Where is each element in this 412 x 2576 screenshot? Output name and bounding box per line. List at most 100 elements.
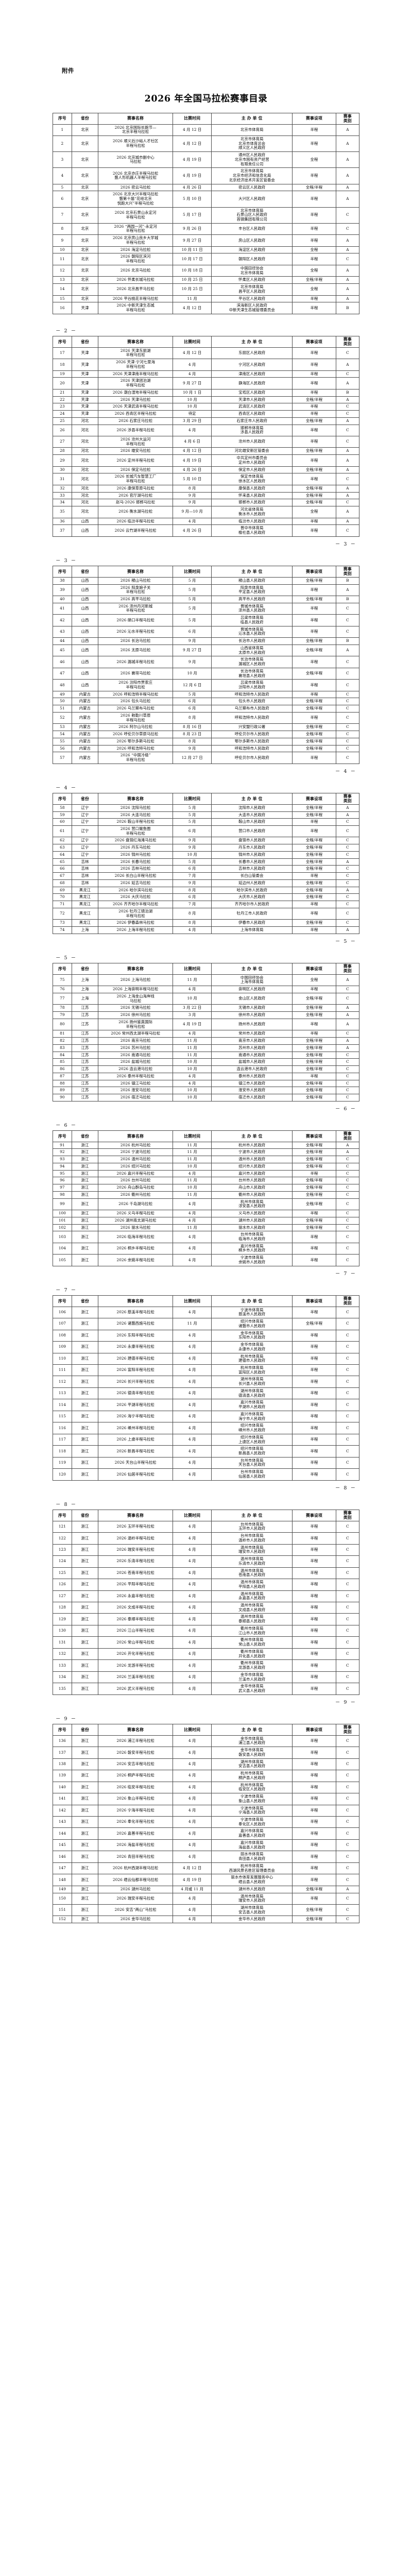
cell-province: 浙江 (71, 1636, 99, 1649)
cell-event-items: 全程/半程 (292, 1011, 336, 1019)
page-spacer (53, 1101, 359, 1107)
cell-category: C (335, 711, 360, 724)
cell-organizer: 崇明区人民政府 (211, 986, 293, 993)
cell-event-items: 半程 (292, 1648, 336, 1660)
cell-organizer: 温州市体育局 泰顺县人民政府 (211, 1613, 293, 1625)
cell-no: 120 (53, 1468, 72, 1481)
cell-event-date: 11 月 (173, 1224, 212, 1232)
cell-no: 16 (53, 302, 72, 314)
table-row: 148 浙江 2026 缙云仙都半程马拉松 4 月 19 日丽水市体育发展服务中心 缙云… (53, 1874, 360, 1886)
cell-event-name: 2026 天津东丽湖 半程马拉松 (98, 347, 174, 360)
cell-event-items: 半程 (292, 1387, 336, 1400)
cell-province: 浙江 (71, 1387, 99, 1400)
cell-organizer: 哈尔滨市人民政府 (211, 886, 293, 894)
cell-province: 河北 (71, 473, 99, 485)
page-6: － 6 －序号 省份 赛事名称 比赛时间主 办 单 位赛事设项 赛事 类别 91 浙江 2026… (0, 1114, 412, 1279)
cell-category: C (335, 690, 360, 699)
cell-event-items: 全程/半程 (292, 804, 336, 812)
cell-organizer: 营口市人民政府 (211, 825, 293, 838)
cell-event-name: 2026 北京马拉松 (98, 264, 174, 277)
cell-organizer: 嘉兴市体育局 桐乡市人民政府 (211, 1242, 293, 1255)
cell-event-date: 4 月 12 日 (173, 447, 212, 455)
cell-province: 天津 (71, 410, 99, 418)
cell-province: 江苏 (71, 1065, 99, 1073)
cell-event-items: 半程 (292, 1210, 336, 1217)
cell-no: 75 (53, 974, 72, 987)
cell-province: 山西 (71, 637, 99, 645)
cell-event-items: 全程/半程 (292, 1058, 336, 1066)
cell-organizer: 稷山县人民政府 (211, 577, 293, 585)
cell-province: 浙江 (71, 1433, 99, 1446)
table-row: 48 山西 2026 汾阳市贾家庄 半程马拉松 12 月 6 日吕梁市体育局 汾阳市人民政… (53, 679, 360, 691)
cell-event-name: 2026 平谷桃花半程马拉松 (98, 295, 174, 303)
column-header-time: 比赛时间 (173, 112, 212, 125)
cell-event-name: 2026 浦江半程马拉松 (98, 1735, 174, 1748)
cell-event-items: 半程 (292, 602, 336, 615)
cell-province: 浙江 (71, 1885, 99, 1893)
cell-no: 62 (53, 837, 72, 845)
cell-no: 57 (53, 752, 72, 764)
cell-no: 12 (53, 264, 72, 277)
cell-organizer: 宝坻区人民政府 (211, 388, 293, 397)
column-header-no: 序号 (53, 112, 72, 125)
cell-organizer: 衢州市体育局 江山市人民政府 (211, 1624, 293, 1637)
cell-category: C (335, 1254, 360, 1266)
cell-organizer: 呼和浩特市人民政府 (211, 690, 293, 699)
cell-category: C (335, 1058, 360, 1066)
cell-no: 70 (53, 893, 72, 902)
cell-province: 浙江 (71, 1916, 99, 1924)
table-row: 37 山西 2026 云竹湖半程马拉松 4 月 26 日晋中市体育局 榆社县人民政府 半程… (53, 524, 360, 537)
cell-category: C (335, 1636, 360, 1649)
cell-event-name: 2026 安吉半程马拉松 (98, 1758, 174, 1771)
table-row: 116 浙江 2026 嵊州半程马拉松 4 月绍兴市体育局 嵊州市人民政府 半程 C (53, 1422, 360, 1434)
cell-organizer: 温州市体育局 平阳县人民政府 (211, 1579, 293, 1591)
cell-no: 52 (53, 711, 72, 724)
table-row: 109 浙江 2026 永康半程马拉松 4 月金华市体育局 永康市人民政府 半程 C (53, 1341, 360, 1353)
cell-province: 浙江 (71, 1892, 99, 1905)
table-row: 41 山西 2026 泽州丹河新城 半程马拉松 5 月晋城市体育局 泽州县人民政府 半程 C (53, 602, 360, 615)
table-row: 72 黑龙江 2026 牡丹江镜泊湖 半程马拉松 8 月牡丹江市人民政府 半程 C (53, 907, 360, 920)
cell-event-date: 4 月 (173, 1456, 212, 1469)
page-spacer (53, 934, 359, 939)
cell-event-date: 9 月 27 日 (173, 377, 212, 389)
cell-event-name: 2026 诸暨西施马拉松 (98, 1318, 174, 1330)
table-row: 133 浙江 2026 龙游半程马拉松 4 月衢州市体育局 龙游县人民政府 半程 C (53, 1659, 360, 1672)
cell-event-date: 11 月 (173, 1148, 212, 1157)
cell-event-date: 8 月 16 日 (173, 723, 212, 732)
cell-event-items: 全程/半程 (292, 1184, 336, 1192)
cell-organizer: 绍兴市人民政府 (211, 1162, 293, 1171)
cell-category: A (335, 167, 360, 184)
cell-event-items: 全程 (292, 506, 336, 518)
table-row: 35 河北 2026 衡水湖马拉松 9 月—10 月河北省体育局 衡水市人民政府 全程 A (53, 506, 360, 518)
table-row: 19 天津 2026 天津津南半程马拉松 4 月津南区人民政府 半程 C (53, 370, 360, 378)
cell-category: C (335, 403, 360, 411)
cell-no: 112 (53, 1376, 72, 1388)
cell-province: 浙江 (71, 1671, 99, 1684)
cell-category: C (335, 907, 360, 920)
cell-category: C (335, 705, 360, 713)
table-row: 61 辽宁 2026 营口鲅鱼圈 半程马拉松 6 月营口市人民政府 半程 C (53, 825, 360, 838)
cell-no: 130 (53, 1624, 72, 1637)
cell-organizer: 温州市体育局 永嘉县人民政府 (211, 1590, 293, 1602)
cell-province: 浙江 (71, 1162, 99, 1171)
column-header-events: 赛事设项 (292, 335, 336, 348)
table-header-row: 序号 省份 赛事名称 比赛时间主 办 单 位赛事设项 赛事 类别 (53, 1723, 360, 1736)
cell-event-date: 10 月 (173, 1058, 212, 1066)
cell-no: 114 (53, 1399, 72, 1411)
cell-category: C (335, 1093, 360, 1101)
cell-organizer: 吕梁市体育局 临县人民政府 (211, 614, 293, 626)
cell-event-items: 半程 (292, 359, 336, 371)
cell-event-name: 2026 天津·宁河七里海 半程马拉松 (98, 359, 174, 371)
table-row: 31 河北 2026 长城汽车智慧工厂 半程马拉松 5 月 10 日保定市体育局 徐水区人… (53, 473, 360, 485)
table-row: 68 吉林 2026 延吉马拉松 9 月延边州人民政府 全程/半程 C (53, 879, 360, 887)
cell-province: 辽宁 (71, 811, 99, 819)
table-row: 43 山西 2026 沁水半程马拉松 6 月晋城市体育局 沁水县人民政府 半程 C (53, 625, 360, 638)
cell-event-items: 半程 (292, 1683, 336, 1695)
cell-province: 北京 (71, 253, 99, 265)
cell-province: 河北 (71, 436, 99, 448)
cell-category: C (335, 1874, 360, 1886)
page-spacer (53, 537, 359, 542)
table-row: 88 江苏 2026 镇江马拉松 4 月镇江市人民政府 全程/半程 C (53, 1079, 360, 1088)
column-header-name: 赛事名称 (98, 1295, 174, 1307)
cell-organizer: 湖州市体育局 安吉县人民政府 (211, 1904, 293, 1917)
